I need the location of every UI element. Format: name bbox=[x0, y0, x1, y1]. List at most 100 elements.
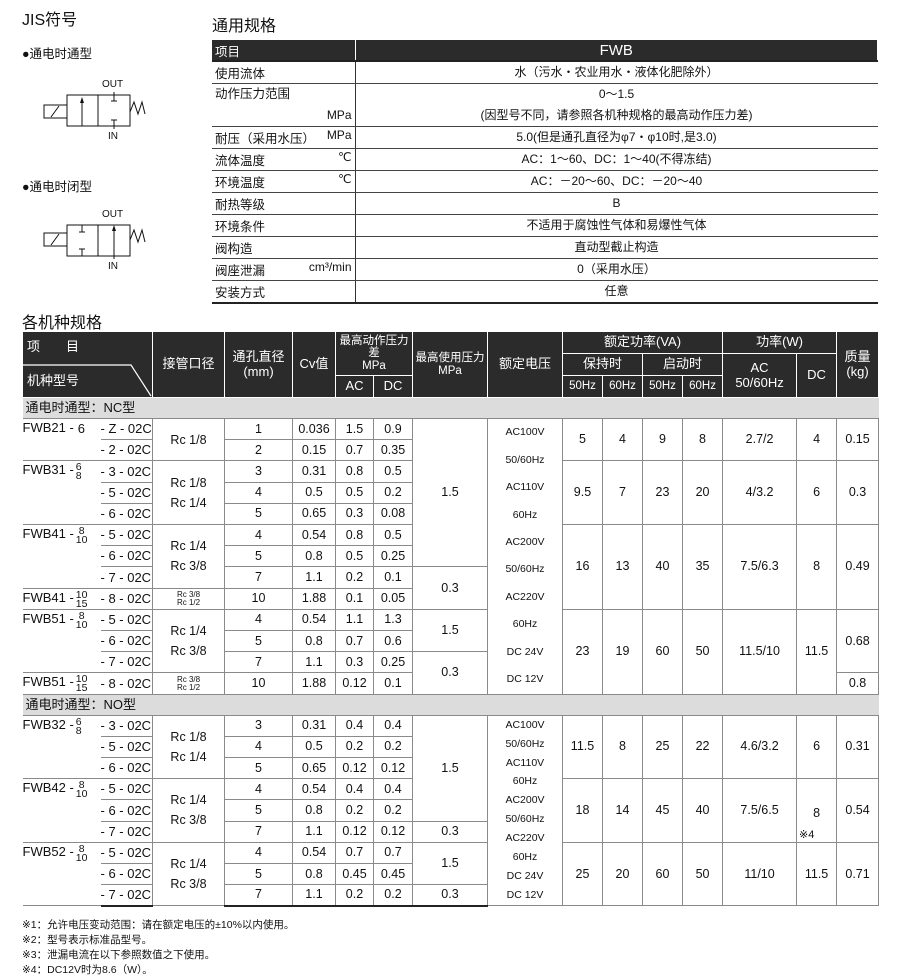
model-size-options: 10 15 bbox=[75, 589, 88, 610]
max-use-pressure: 0.3 bbox=[412, 651, 488, 695]
cv-value: 0.15 bbox=[292, 439, 336, 462]
header-diagonal-divider bbox=[23, 364, 152, 397]
footnote-2: ※2：型号表示标准品型号。 bbox=[22, 934, 153, 946]
port-out-label: OUT bbox=[102, 79, 124, 90]
port-size: Rc 1/4 Rc 3/8 bbox=[152, 523, 225, 589]
section-title: 通电时通型：NC型 bbox=[22, 397, 879, 419]
bore-diameter: 2 bbox=[224, 439, 293, 462]
mass-kg: 0.68 bbox=[836, 608, 880, 674]
rated-voltage: AC100V 50/60Hz AC110V 60Hz AC200V 50/60Hz AC22… bbox=[487, 418, 563, 695]
voltage-list: AC100V 50/60Hz AC110V 60Hz AC200V 50/60Hz AC22… bbox=[488, 716, 562, 906]
model-size: 15 bbox=[75, 597, 88, 610]
model-size-options: 8 10 bbox=[76, 844, 88, 864]
voltage-option: AC100V bbox=[505, 426, 545, 439]
start-va-50hz: 25 bbox=[642, 714, 683, 780]
max-diff-dc: 0.25 bbox=[373, 545, 413, 568]
voltage-option: 50/60Hz bbox=[505, 737, 545, 750]
spec-value: 0（采用水压） bbox=[577, 262, 656, 277]
model-number: FWB42 -8 10 bbox=[22, 778, 101, 843]
power-dc-w: 4 bbox=[796, 417, 838, 462]
bore-diameter: 5 bbox=[224, 502, 293, 525]
table-row: - 6 - 02C 5 0.8 0.45 0.45 bbox=[23, 863, 879, 886]
port-size: Rc 1/8 bbox=[152, 417, 225, 462]
header-max-use-label: 最高使用压力 bbox=[415, 351, 485, 364]
model-size: 6 bbox=[75, 461, 82, 474]
power-dc-w: 8 ※4 bbox=[796, 778, 838, 843]
cv-value: 0.65 bbox=[292, 502, 336, 525]
max-diff-ac: 1.1 bbox=[335, 608, 374, 632]
max-use-pressure: 1.5 bbox=[412, 714, 488, 822]
header-watt-dc: DC bbox=[796, 353, 838, 398]
start-va-60hz: 8 bbox=[681, 417, 724, 462]
spec-header-row: 项目 FWB bbox=[212, 40, 878, 63]
section-row: 通电时通型：NO型 bbox=[22, 693, 879, 716]
valve-symbol-normally-closed bbox=[43, 224, 146, 259]
hold-va-60hz: 14 bbox=[602, 778, 643, 843]
voltage-option: 60Hz bbox=[512, 508, 538, 521]
voltage-option: AC200V bbox=[505, 536, 545, 549]
spec-unit: cm³/min bbox=[308, 260, 352, 275]
max-diff-dc: 0.2 bbox=[373, 735, 413, 758]
model-size: 8 bbox=[78, 609, 85, 622]
max-diff-dc: 0.2 bbox=[373, 884, 413, 907]
start-va-50hz: 60 bbox=[642, 608, 683, 695]
hold-va-60hz: 7 bbox=[602, 460, 643, 525]
header-bore: 通孔直径 (mm) bbox=[224, 331, 293, 398]
voltage-option: 50/60Hz bbox=[505, 563, 545, 576]
max-diff-ac: 0.12 bbox=[335, 820, 374, 843]
bore-diameter: 4 bbox=[224, 841, 293, 865]
no-type-label: ●通电时通型 bbox=[22, 47, 93, 61]
spec-row: 动作压力范围 MPa 0～1.5 (因型号不同，请参照各机种规格的最高动作压力差) bbox=[212, 83, 878, 128]
model-prefix: FWB41 - bbox=[22, 589, 74, 605]
header-max-use-unit: MPa bbox=[438, 364, 462, 377]
table-row: FWB41 -10 15- 8 - 02C Rc 3/8 Rc 1/2 10 1.88 0.… bbox=[22, 587, 879, 610]
spec-label: 环境温度 bbox=[215, 176, 266, 191]
port-in-label: IN bbox=[108, 261, 118, 272]
max-diff-ac: 0.45 bbox=[335, 863, 374, 886]
max-diff-dc: 0.2 bbox=[373, 799, 413, 822]
header-watt-ac-hz: 50/60Hz bbox=[735, 374, 784, 390]
spec-label-cell: 使用流体 bbox=[212, 61, 356, 85]
model-suffix: - 5 - 02C bbox=[100, 735, 153, 758]
cv-value: 1.1 bbox=[292, 820, 336, 843]
spec-value: 水（污水・农业用水・液体化肥除外） bbox=[514, 65, 719, 80]
max-diff-ac: 0.8 bbox=[335, 523, 374, 547]
port-size-option: Rc 1/4 bbox=[170, 793, 207, 808]
model-size: 8 bbox=[75, 724, 82, 737]
spec-header-item: 项目 bbox=[212, 40, 356, 63]
header-hold: 保持时 bbox=[562, 353, 643, 376]
hold-va-50hz: 11.5 bbox=[562, 714, 603, 780]
table-row: - 6 - 02C 5 0.8 0.7 0.6 bbox=[23, 629, 879, 653]
voltage-option: DC 12V bbox=[506, 889, 544, 902]
bore-diameter: 4 bbox=[224, 608, 293, 632]
spec-value: 直动型截止构造 bbox=[574, 240, 659, 255]
model-number: FWB51 -8 10 bbox=[22, 608, 101, 674]
start-va-50hz: 9 bbox=[642, 417, 683, 462]
voltage-option: AC220V bbox=[505, 590, 545, 603]
mass-kg: 0.49 bbox=[836, 523, 880, 610]
port-size-option: Rc 1/4 bbox=[170, 624, 207, 639]
max-diff-ac: 1.5 bbox=[335, 417, 374, 441]
max-diff-ac: 0.7 bbox=[335, 841, 374, 865]
spec-label: 阀座泄漏 bbox=[215, 264, 266, 279]
cv-value: 1.1 bbox=[292, 884, 336, 907]
voltage-option: 60Hz bbox=[512, 775, 538, 788]
power-ac-w: 7.5/6.3 bbox=[722, 523, 798, 610]
spec-label-cell: 环境温度 ℃ bbox=[212, 170, 356, 194]
power-ac-w: 7.5/6.5 bbox=[722, 778, 798, 843]
spec-label-cell: 环境条件 bbox=[212, 214, 356, 238]
max-diff-dc: 0.9 bbox=[373, 417, 413, 441]
hold-va-60hz: 13 bbox=[602, 523, 643, 610]
port-size-option: Rc 3/8 bbox=[176, 589, 201, 599]
header-watt-ac-label: AC bbox=[750, 360, 769, 376]
max-diff-dc: 0.6 bbox=[373, 629, 413, 653]
model-suffix: - 8 - 02C bbox=[100, 672, 153, 695]
model-size: 8 bbox=[78, 779, 85, 792]
max-diff-dc: 0.5 bbox=[373, 460, 413, 483]
port-size: Rc 1/4 Rc 3/8 bbox=[152, 608, 225, 674]
spec-label: 环境条件 bbox=[215, 220, 266, 235]
section-row: 通电时通型：NC型 bbox=[22, 397, 879, 419]
spec-unit: MPa bbox=[326, 128, 352, 143]
